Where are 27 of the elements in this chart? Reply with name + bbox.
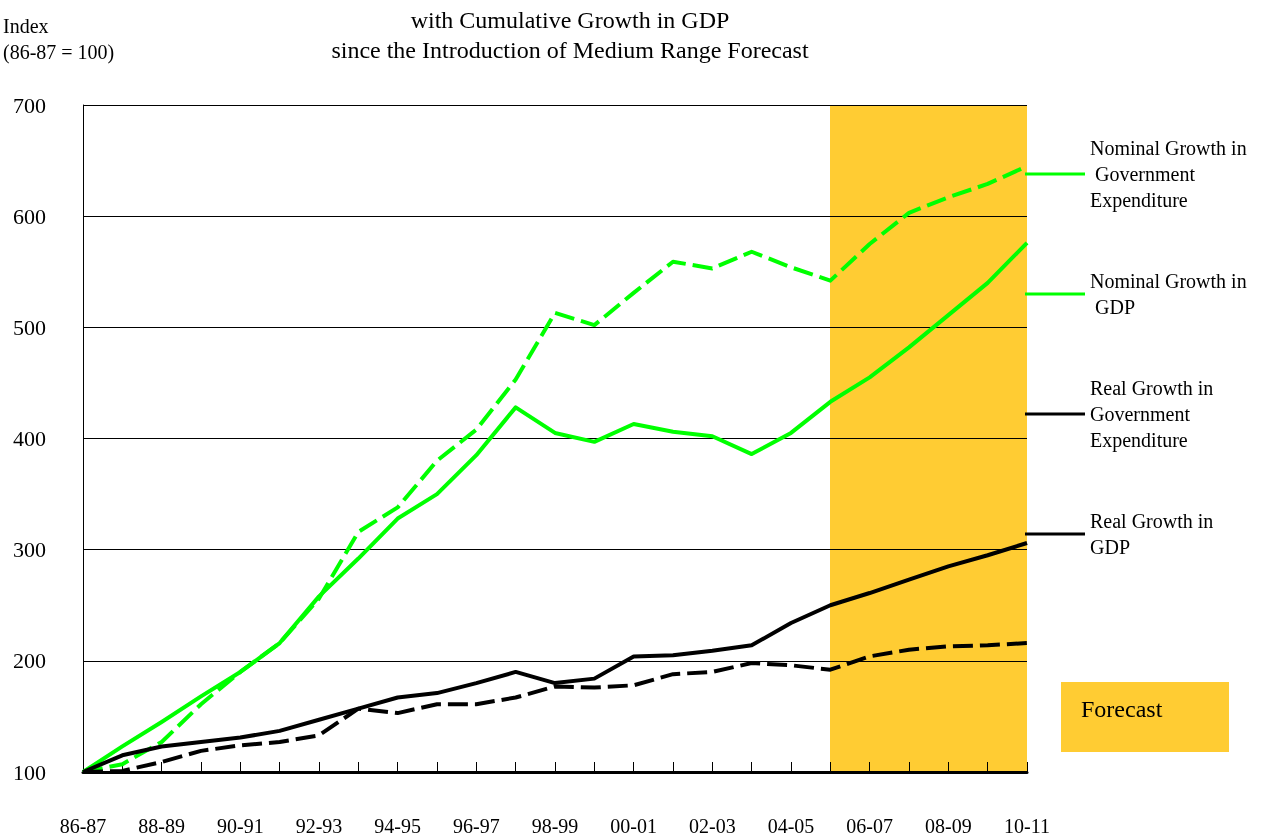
- x-tick-label: 00-01: [610, 815, 657, 837]
- x-tick-label: 10-11: [1004, 815, 1050, 837]
- y-tick-label: 300: [13, 537, 46, 563]
- text: Forecast: [1081, 696, 1163, 722]
- y-tick-label: 500: [13, 314, 46, 340]
- chart-title: with Cumulative Growth in GDP since the Introduction of Medium Range Forecast: [331, 7, 809, 63]
- y-axis-title: Index (86-87 = 100): [3, 15, 115, 64]
- x-tick-label: 06-07: [846, 815, 893, 837]
- y-tick-label: 700: [13, 92, 46, 118]
- x-tick-label: 90-91: [217, 815, 264, 837]
- x-tick-label: 04-05: [767, 815, 815, 837]
- legend-label: Nominal Growth in Government Expenditure: [1090, 137, 1247, 212]
- x-tick-label: 94-95: [374, 815, 421, 837]
- legend-label: Real Growth in GDP: [1090, 510, 1219, 558]
- x-tick-label: 98-99: [531, 815, 579, 837]
- y-tick-label: 100: [13, 759, 46, 785]
- x-tick-label: 96-97: [453, 815, 500, 837]
- x-tick-label: 88-89: [138, 815, 185, 837]
- y-tick-label: 200: [13, 648, 46, 674]
- legend-label: Real Growth in Government Expenditure: [1090, 377, 1219, 452]
- x-tick-label: 08-09: [925, 815, 972, 837]
- legend-label: Nominal Growth in GDP: [1090, 270, 1247, 318]
- x-tick-label: 02-03: [689, 815, 736, 837]
- y-tick-label: 400: [13, 426, 46, 451]
- y-tick-label: 600: [13, 203, 46, 229]
- x-tick-label: 92-93: [295, 815, 343, 837]
- x-tick-label: 86-87: [59, 815, 107, 837]
